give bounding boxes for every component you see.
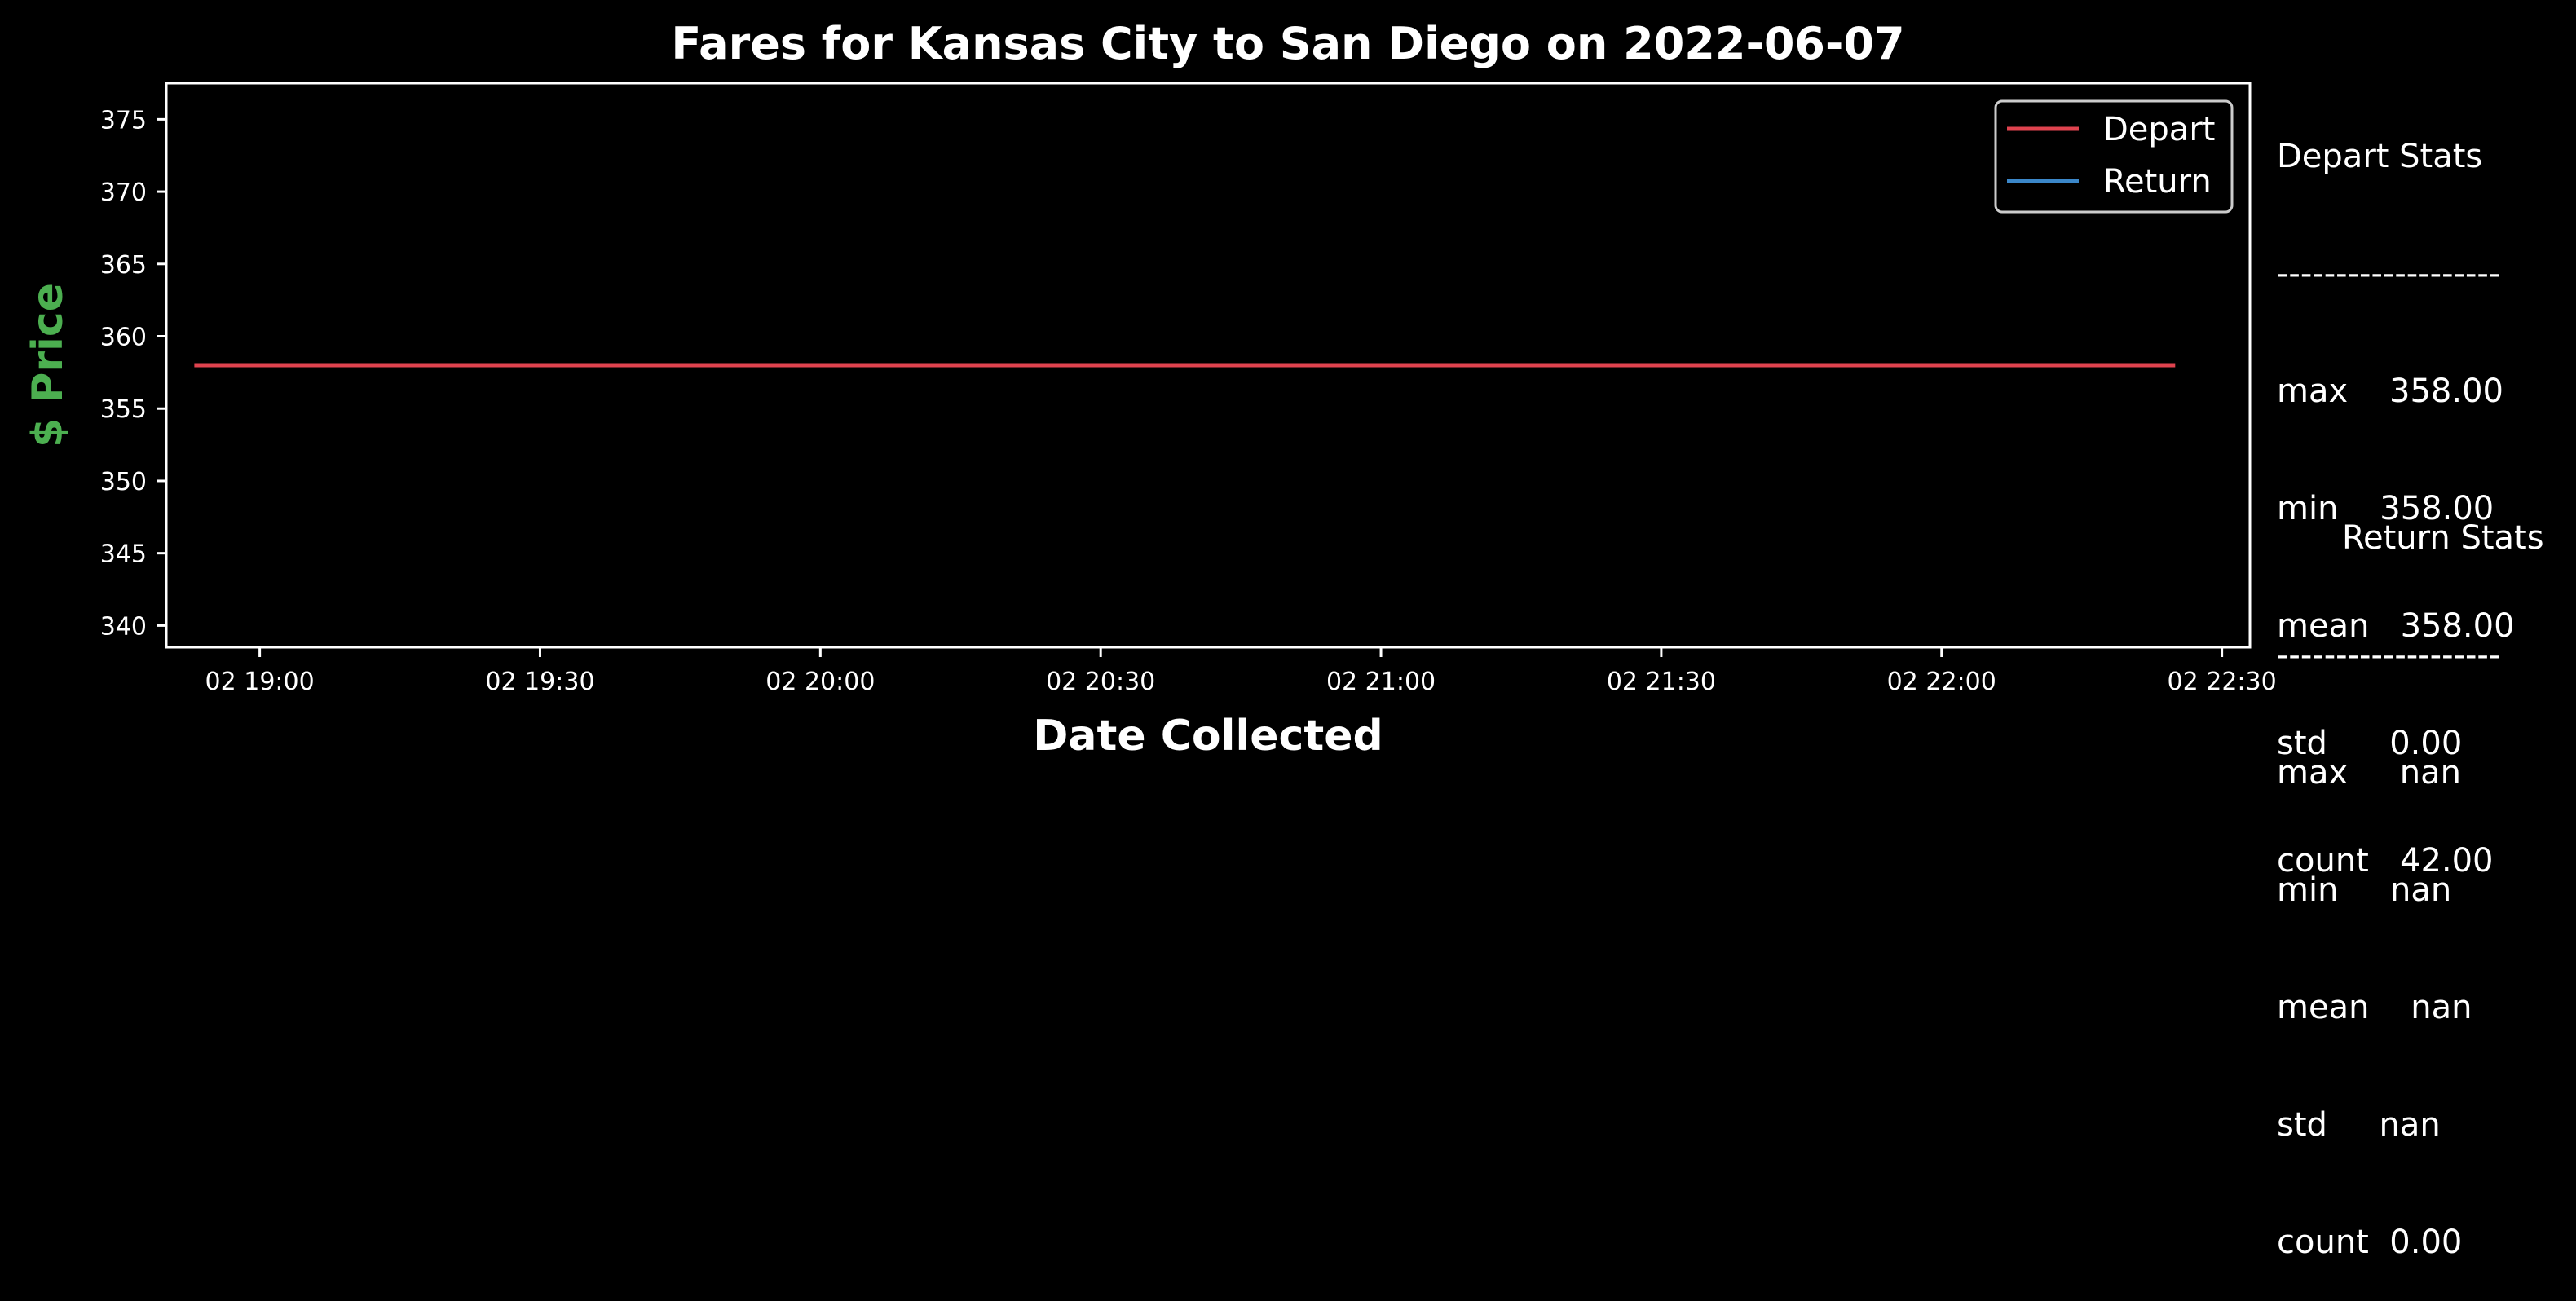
y-tick-label: 370 (100, 179, 147, 207)
y-tick-label: 375 (100, 106, 147, 135)
return-stats-panel: Return Stats ------------------- max nan… (2277, 440, 2544, 1301)
x-tick-label: 02 22:30 (2168, 668, 2277, 696)
y-tick-label: 360 (100, 324, 147, 352)
x-tick-label: 02 21:00 (1326, 668, 1436, 696)
return-stats-row: std nan (2277, 1106, 2441, 1144)
depart-stats-row: max 358.00 (2277, 373, 2503, 410)
x-axis-label: Date Collected (1033, 712, 1383, 761)
legend: Depart Return (1994, 99, 2234, 214)
y-tick-label: 340 (100, 612, 147, 641)
x-tick-label: 02 20:00 (765, 668, 875, 696)
legend-label-return: Return (2103, 163, 2212, 201)
return-stats-row: count 0.00 (2277, 1224, 2463, 1261)
depart-stats-divider: ------------------- (2277, 255, 2501, 293)
return-stats-row: min nan (2277, 871, 2452, 909)
depart-stats-row: min 358.00 (2277, 490, 2494, 527)
x-tick-label: 02 21:30 (1607, 668, 1716, 696)
x-tick-label: 02 19:30 (485, 668, 594, 696)
x-axis-ticks: 02 19:00 02 19:30 02 20:00 02 20:30 02 21:00… (205, 647, 2277, 696)
chart-title: Fares for Kansas City to San Diego on 20… (671, 18, 1904, 69)
x-tick-label: 02 22:00 (1887, 668, 1996, 696)
y-tick-label: 365 (100, 251, 147, 280)
depart-stats-heading: Depart Stats (2277, 138, 2483, 175)
return-stats-divider: ------------------- (2277, 637, 2501, 674)
depart-stats-row: mean 358.00 (2277, 607, 2515, 645)
y-tick-label: 355 (100, 395, 147, 424)
return-stats-row: mean nan (2277, 989, 2472, 1026)
return-stats-heading: Return Stats (2342, 519, 2544, 557)
legend-label-depart: Depart (2103, 111, 2215, 148)
x-tick-label: 02 19:00 (205, 668, 315, 696)
depart-stats-row: std 0.00 (2277, 725, 2463, 762)
fare-chart: Fares for Kansas City to San Diego on 20… (24, 18, 2277, 761)
return-stats-row: max nan (2277, 754, 2461, 792)
y-axis-label: $ Price (24, 283, 73, 448)
y-tick-label: 350 (100, 468, 147, 496)
y-axis-ticks: 340 345 350 355 360 365 370 375 (100, 106, 166, 641)
x-tick-label: 02 20:30 (1046, 668, 1155, 696)
y-tick-label: 345 (100, 540, 147, 569)
